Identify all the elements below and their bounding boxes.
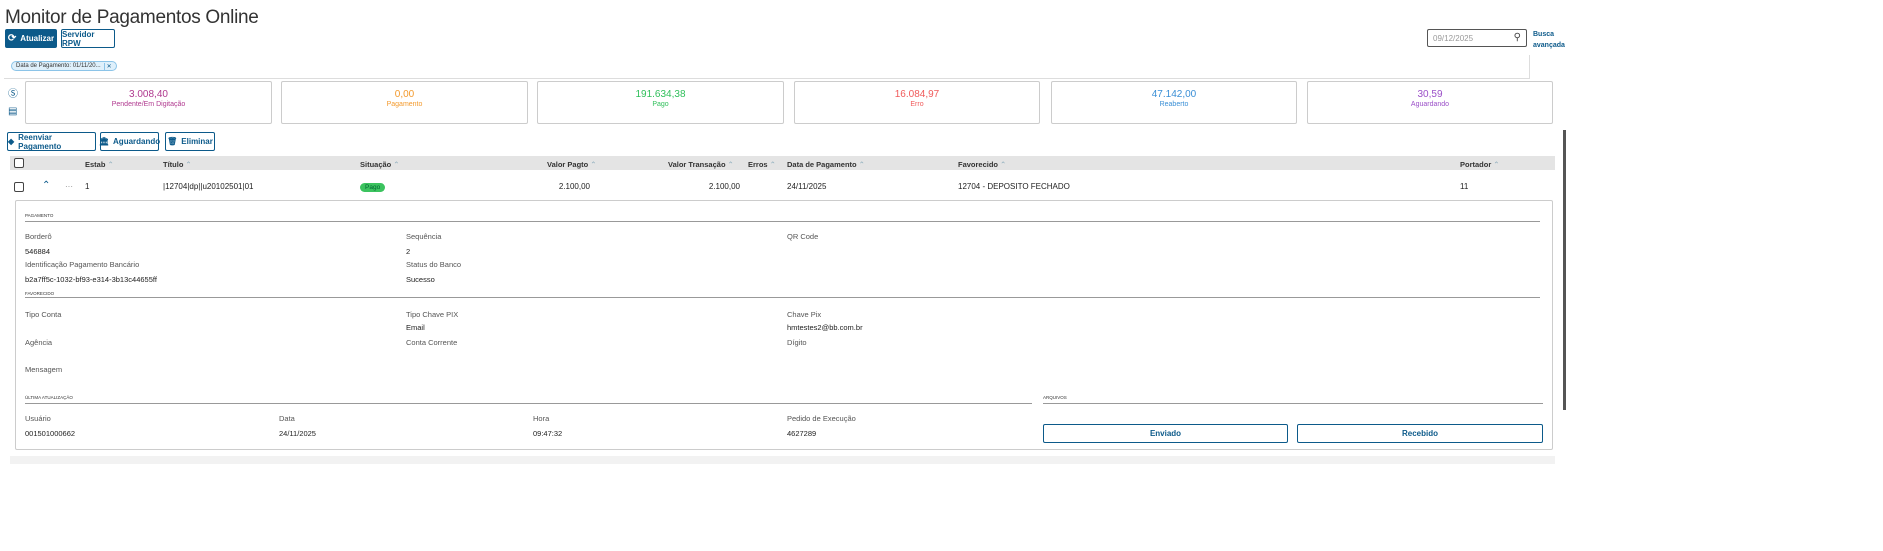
delete-label: Eliminar [181,137,213,146]
search-icon[interactable]: ⚲ [1513,32,1521,43]
cell-titulo: |12704|dp||u20102501|01 [163,182,254,191]
section-ultima-atualizacao: Última Atualização [25,395,73,400]
refresh-icon: ⟳ [7,33,17,44]
bank-icon: 🏛 [98,137,110,146]
column-portador[interactable]: Portador ⌃ [1460,160,1500,169]
dollar-icon[interactable]: Ⓢ [8,89,18,100]
search-placeholder: 09/12/2025 [1433,33,1474,43]
cell-valor-pagto: 2.100,00 [558,182,590,191]
summary-card-error[interactable]: 16.084,97 Erro [794,81,1040,124]
bottom-strip [10,456,1555,464]
column-estab[interactable]: Estab ⌃ [85,160,114,169]
usuario-label: Usuário [25,414,51,423]
hora-value: 09:47:32 [533,429,563,438]
search-input[interactable]: 09/12/2025 ⚲ [1427,29,1527,47]
advanced-search-link[interactable]: Busca avançada [1533,31,1565,49]
refresh-button[interactable]: ⟳ Atualizar [5,29,57,48]
filter-chip[interactable]: Data de Pagamento: 01/11/20... ✕ [11,61,117,71]
bank-status-value: Sucesso [406,275,435,284]
filter-chip-label: Data de Pagamento: 01/11/20... [16,63,101,69]
card-label: Pago [652,101,669,108]
section-pagamento: Pagamento [25,213,54,218]
card-label: Pagamento [386,101,423,108]
chevron-up-icon[interactable]: ⌃ [42,180,51,191]
refresh-label: Atualizar [20,34,55,43]
pedido-value: 4627289 [787,429,817,438]
card-value: 30,59 [1417,89,1443,100]
more-icon[interactable]: ··· [65,182,73,191]
column-favorecido[interactable]: Favorecido ⌃ [958,160,1007,169]
bordero-label: Borderô [25,232,52,241]
summary-card-pending[interactable]: 3.008,40 Pendente/Em Digitação [25,81,272,124]
row-checkbox[interactable] [14,182,24,192]
bank-status-label: Status do Banco [406,260,462,269]
column-valor-transacao[interactable]: Valor Transação ⌃ [668,160,734,169]
ident-value: b2a7ff5c-1032-bf93-e314-3b13c44655ff [25,275,157,284]
recebido-button[interactable]: Recebido [1297,424,1543,443]
sequencia-label: Sequência [406,232,442,241]
page-title: Monitor de Pagamentos Online [5,7,259,28]
ident-label: Identificação Pagamento Bancário [25,260,140,269]
trash-icon: 🗑 [167,137,178,146]
card-value: 16.084,97 [894,89,940,100]
hora-label: Hora [533,414,550,423]
resend-payment-button[interactable]: ◆ Reenviar Pagamento [7,132,96,151]
digito-label: Dígito [787,338,807,347]
sequencia-value: 2 [406,247,411,256]
column-titulo[interactable]: Título ⌃ [163,160,192,169]
section-favorecido: Favorecido [25,291,55,296]
delete-button[interactable]: 🗑 Eliminar [165,132,215,151]
chave-pix-label: Chave Pix [787,310,822,319]
summary-card-waiting[interactable]: 30,59 Aguardando [1307,81,1553,124]
resend-label: Reenviar Pagamento [18,132,62,151]
card-value: 191.634,38 [635,89,686,100]
column-valor-pagto[interactable]: Valor Pagto ⌃ [547,160,597,169]
card-label: Erro [910,101,924,108]
diamond-icon: ◆ [8,137,15,146]
cell-data: 24/11/2025 [787,182,827,191]
bordero-value: 546884 [25,247,51,256]
card-label: Reaberto [1159,101,1189,108]
data-label: Data [279,414,295,423]
usuario-value: 001501000662 [25,429,76,438]
section-arquivos: Arquivos [1043,395,1067,400]
filter-bar [4,55,1530,79]
select-all-checkbox[interactable] [14,158,24,168]
tipo-chave-label: Tipo Chave PIX [406,310,459,319]
conta-label: Conta Corrente [406,338,458,347]
document-icon[interactable]: ▤ [8,106,18,117]
column-erros[interactable]: Erros ⌃ [748,160,776,169]
detail-panel [15,200,1553,450]
scrollbar[interactable] [1563,130,1566,410]
table-header [10,156,1555,170]
pedido-label: Pedido de Execução [787,414,856,423]
cell-valor-transacao: 2.100,00 [708,182,740,191]
summary-card-payment[interactable]: 0,00 Pagamento [281,81,528,124]
column-situacao[interactable]: Situação ⌃ [360,160,400,169]
card-label: Aguardando [1410,101,1450,108]
server-rpw-button[interactable]: Servidor RPW [61,29,115,48]
enviado-button[interactable]: Enviado [1043,424,1288,443]
cell-favorecido: 12704 - DEPOSITO FECHADO [958,182,1070,191]
tipo-chave-value: Email [406,323,425,332]
tipo-conta-label: Tipo Conta [25,310,62,319]
waiting-button[interactable]: 🏛 Aguardando [98,132,161,151]
card-value: 3.008,40 [129,89,168,100]
summary-card-paid[interactable]: 191.634,38 Pago [537,81,784,124]
cell-estab: 1 [85,182,90,191]
close-icon[interactable]: ✕ [103,62,112,70]
card-value: 47.142,00 [1151,89,1197,100]
card-label: Pendente/Em Digitação [111,101,186,108]
qr-code-label: QR Code [787,232,819,241]
data-value: 24/11/2025 [279,429,316,438]
waiting-label: Aguardando [113,137,161,146]
status-badge: Pago [360,183,386,192]
agencia-label: Agência [25,338,53,347]
cell-portador: 11 [1460,182,1469,191]
card-value: 0,00 [394,89,415,100]
mensagem-label: Mensagem [25,365,63,374]
summary-card-reopened[interactable]: 47.142,00 Reaberto [1051,81,1297,124]
chave-pix-value: hmtestes2@bb.com.br [787,323,863,332]
column-data-pagamento[interactable]: Data de Pagamento ⌃ [787,160,865,169]
